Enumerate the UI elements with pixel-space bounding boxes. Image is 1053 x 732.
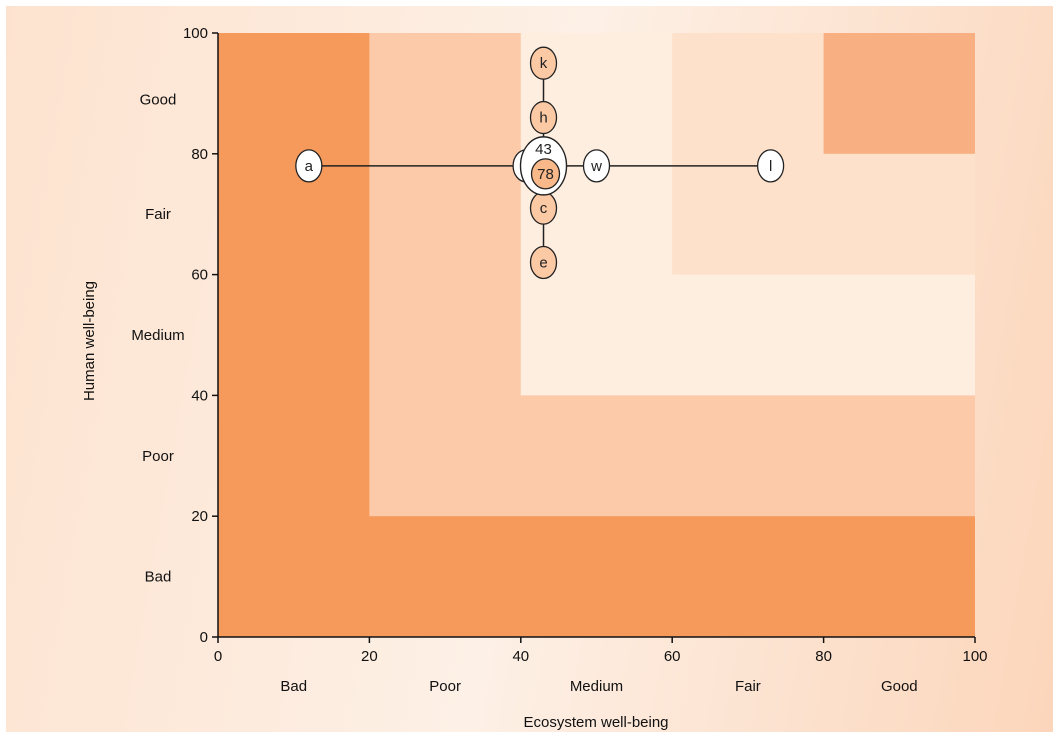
y-tick-label: 20	[191, 508, 208, 525]
x-tick-label: 100	[962, 648, 987, 665]
x-category-label: Medium	[570, 678, 623, 695]
x-category-label: Fair	[735, 678, 761, 695]
point-label: c	[540, 200, 548, 217]
axes: 0 20 40 60 80 100 0 20 40 60 80 100 Bad Poor Medium Fai…	[131, 25, 987, 695]
point-label: e	[539, 255, 547, 272]
summary-inner-marker	[530, 158, 561, 190]
x-tick-label: 40	[512, 648, 529, 665]
y-category-label: Bad	[145, 569, 172, 586]
point-marker	[582, 149, 611, 183]
point-marker	[756, 149, 785, 183]
y-tick-label: 60	[191, 267, 208, 284]
x-tick-label: 80	[815, 648, 832, 665]
x-category-label: Bad	[280, 678, 307, 695]
point-marker	[295, 149, 323, 183]
point-label: w	[590, 158, 602, 175]
y-category-label: Poor	[142, 448, 174, 465]
y-category-label: Good	[140, 91, 177, 108]
summary-ecosystem-label: 78	[537, 166, 554, 183]
point-label: h	[539, 110, 547, 127]
band-good	[823, 33, 975, 154]
data-points: a w l k h c e 43 78	[295, 46, 785, 280]
x-tick-label: 60	[664, 648, 681, 665]
y-tick-label: 100	[183, 25, 208, 42]
x-axis-title: Ecosystem well-being	[523, 714, 668, 731]
wellbeing-bands	[218, 33, 975, 637]
y-tick-label: 0	[200, 629, 208, 646]
y-category-label: Fair	[145, 206, 171, 223]
y-category-label: Medium	[131, 327, 184, 344]
y-tick-label: 80	[191, 146, 208, 163]
y-axis-title: Human well-being	[81, 281, 98, 401]
point-marker	[529, 46, 558, 80]
x-tick-label: 0	[214, 648, 222, 665]
y-tick-label: 40	[191, 387, 208, 404]
point-label: k	[540, 55, 548, 72]
x-tick-label: 20	[361, 648, 378, 665]
wellbeing-chart: 0 20 40 60 80 100 0 20 40 60 80 100 Bad Poor Medium Fai…	[81, 25, 988, 731]
x-category-label: Poor	[429, 678, 461, 695]
point-marker	[529, 245, 558, 280]
chart-frame: 0 20 40 60 80 100 0 20 40 60 80 100 Bad Poor Medium Fai…	[6, 6, 1053, 732]
point-marker	[529, 100, 558, 135]
point-label: l	[769, 158, 772, 175]
summary-human-label: 43	[535, 141, 552, 158]
point-label: a	[305, 158, 314, 175]
x-category-label: Good	[881, 678, 918, 695]
